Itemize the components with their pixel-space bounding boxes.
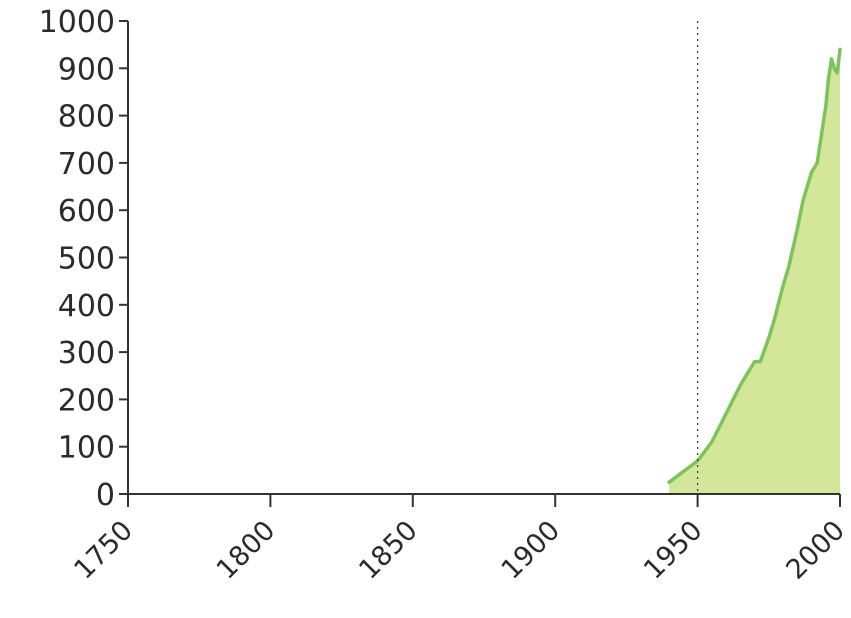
y-tick-label-300: 300 [58, 336, 115, 371]
x-tick-label-2000: 2000 [780, 515, 851, 586]
y-tick-label-700: 700 [58, 147, 115, 182]
y-tick-label-200: 200 [58, 383, 115, 418]
y-tick-label-1000: 1000 [39, 5, 115, 40]
plot-area [667, 21, 842, 495]
x-tick-label-1900: 1900 [496, 515, 567, 586]
series-line [667, 47, 842, 484]
series-area [669, 49, 840, 495]
x-tick-label-1800: 1800 [211, 515, 282, 586]
x-tick-label-1950: 1950 [638, 515, 709, 586]
y-tick-label-900: 900 [58, 52, 115, 87]
y-tick-label-800: 800 [58, 100, 115, 135]
y-axis: 0 100 200 300 400 500 600 700 800 900 1000 [39, 5, 129, 513]
x-axis: 1750 1800 1850 1900 1950 2000 [68, 493, 851, 586]
y-tick-label-0: 0 [96, 478, 115, 513]
y-tick-label-100: 100 [58, 431, 115, 466]
x-tick-label-1750: 1750 [68, 515, 139, 586]
y-tick-label-400: 400 [58, 289, 115, 324]
y-tick-label-600: 600 [58, 194, 115, 229]
x-tick-label-1850: 1850 [353, 515, 424, 586]
y-tick-label-500: 500 [58, 242, 115, 277]
